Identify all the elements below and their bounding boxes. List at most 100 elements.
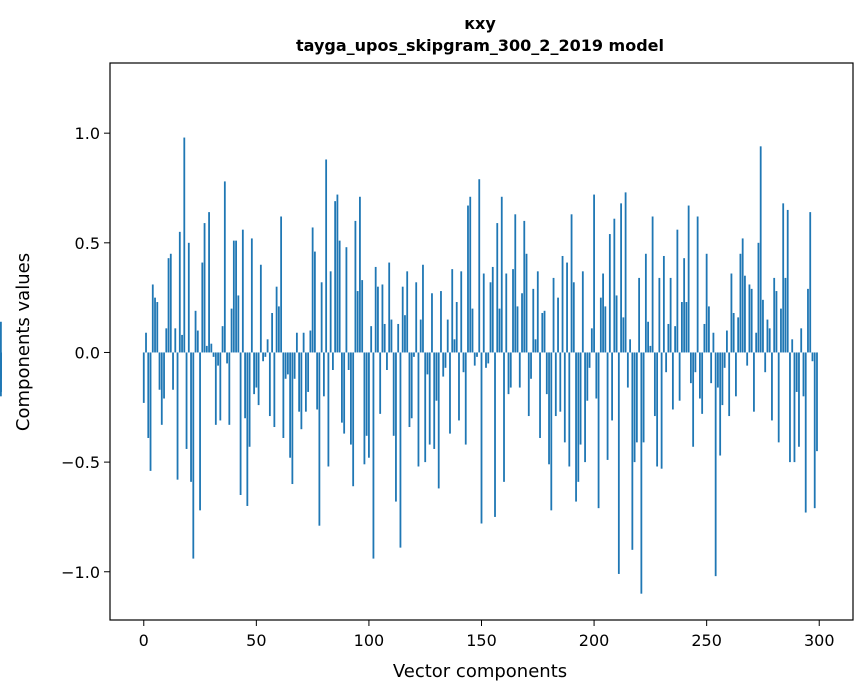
bar <box>401 286 404 353</box>
bar <box>480 352 483 524</box>
bar <box>437 352 440 489</box>
bar <box>577 352 580 482</box>
bar <box>433 352 436 449</box>
bar <box>575 352 577 502</box>
bar <box>527 352 530 417</box>
bar <box>735 352 737 397</box>
bar <box>712 332 715 353</box>
chart-subtitle: tayga_upos_skipgram_300_2_2019 model <box>296 36 664 55</box>
bar <box>178 231 181 353</box>
bar <box>359 196 361 353</box>
bar <box>678 352 681 401</box>
bar <box>755 332 758 353</box>
bar <box>431 293 433 353</box>
bar <box>741 238 744 353</box>
bar <box>415 282 418 353</box>
bar <box>532 288 535 353</box>
bar <box>404 315 406 353</box>
bar <box>329 271 332 353</box>
bar <box>210 343 213 353</box>
bar <box>489 282 492 353</box>
bar <box>379 352 382 414</box>
bar <box>230 308 233 353</box>
bar <box>176 352 179 480</box>
bar <box>304 352 307 412</box>
bar <box>764 352 767 373</box>
bar <box>471 308 474 353</box>
bar <box>271 312 274 353</box>
bar <box>239 352 242 495</box>
bar <box>199 352 201 511</box>
bar <box>485 352 487 368</box>
bar <box>410 352 413 419</box>
bar <box>606 352 609 460</box>
bar <box>300 352 303 430</box>
x-axis-label: Vector components <box>393 661 567 682</box>
bar <box>244 352 246 419</box>
bar <box>453 339 456 353</box>
bar <box>554 352 557 417</box>
bar <box>773 277 776 353</box>
bar <box>388 262 391 353</box>
bar <box>561 255 564 353</box>
bar <box>613 218 616 353</box>
bar <box>559 352 562 412</box>
bar <box>539 352 541 438</box>
bar <box>190 352 192 482</box>
bar <box>793 352 796 463</box>
bar <box>726 330 728 353</box>
y-tick-label: −1.0 <box>61 563 100 582</box>
bar <box>181 334 183 353</box>
bar <box>723 352 726 368</box>
bar <box>201 262 204 353</box>
bar <box>354 220 357 353</box>
bar <box>717 352 719 388</box>
bar <box>372 352 375 559</box>
x-axis-ticks: 0 50 100 150 200 250 300 <box>139 620 835 650</box>
bar <box>795 352 798 392</box>
bar <box>732 312 735 353</box>
bar <box>660 352 663 469</box>
bar <box>656 352 659 467</box>
bar <box>791 339 794 353</box>
bar <box>543 310 546 353</box>
bar <box>771 352 773 421</box>
bar <box>624 192 627 353</box>
bar <box>813 352 816 509</box>
bar <box>782 203 785 353</box>
bar <box>550 352 553 511</box>
bar <box>597 352 600 509</box>
bar <box>413 352 415 357</box>
bar <box>334 201 337 353</box>
bar <box>514 214 517 353</box>
bar <box>266 339 269 353</box>
bar <box>775 291 778 353</box>
bar <box>586 352 589 401</box>
bar <box>768 328 771 353</box>
bar <box>759 146 762 353</box>
bar <box>289 352 292 458</box>
bar <box>320 282 323 353</box>
bar <box>343 352 346 434</box>
bar <box>721 352 724 406</box>
bar <box>696 216 699 353</box>
bar <box>620 203 622 353</box>
bar <box>250 238 253 353</box>
bar <box>802 352 805 397</box>
bar <box>259 264 262 353</box>
bar <box>545 352 548 395</box>
bar <box>473 352 476 366</box>
bar <box>203 223 206 353</box>
bar <box>599 297 602 353</box>
bar <box>500 196 503 353</box>
bar <box>784 277 787 353</box>
bar <box>590 328 593 353</box>
bar <box>667 323 670 353</box>
bar <box>505 273 508 353</box>
bar <box>719 352 722 456</box>
bar <box>710 352 713 384</box>
bar <box>604 306 607 353</box>
bar <box>581 271 584 353</box>
bar <box>192 352 195 559</box>
